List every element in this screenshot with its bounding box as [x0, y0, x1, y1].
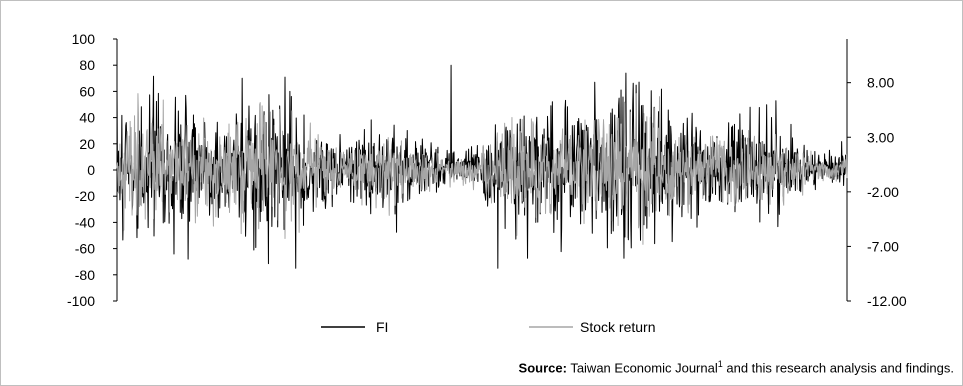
right-tick-label: 3.00: [867, 129, 894, 145]
left-tick-label: 20: [79, 136, 95, 152]
left-tick-label: 60: [79, 83, 95, 99]
source-text: Taiwan Economic Journal: [566, 360, 718, 376]
right-tick-label: -2.00: [867, 184, 899, 200]
left-tick-label: 100: [72, 31, 96, 47]
left-tick-label: 80: [79, 57, 95, 73]
left-tick-label: 0: [87, 162, 95, 178]
left-tick-label: -40: [75, 214, 95, 230]
left-tick-label: -80: [75, 267, 95, 283]
right-tick-label: -7.00: [867, 238, 899, 254]
left-tick-label: 40: [79, 110, 95, 126]
left-tick-label: -60: [75, 241, 95, 257]
right-tick-label: -12.00: [867, 293, 907, 309]
left-tick-label: -100: [67, 293, 95, 309]
series-line-stock-return: [116, 93, 848, 245]
source-label: Source:: [518, 360, 567, 376]
series-line-fi: [116, 64, 848, 269]
source-footnote-mark: 1: [717, 359, 723, 369]
right-tick-label: 8.00: [867, 75, 894, 91]
legend-label-stock-return: Stock return: [580, 319, 655, 335]
legend-label-fi: FI: [376, 319, 388, 335]
source-text-2: and this research analysis and findings.: [722, 360, 954, 376]
left-tick-label: -20: [75, 188, 95, 204]
source-note: Source: Taiwan Economic Journal1 and thi…: [519, 359, 954, 375]
